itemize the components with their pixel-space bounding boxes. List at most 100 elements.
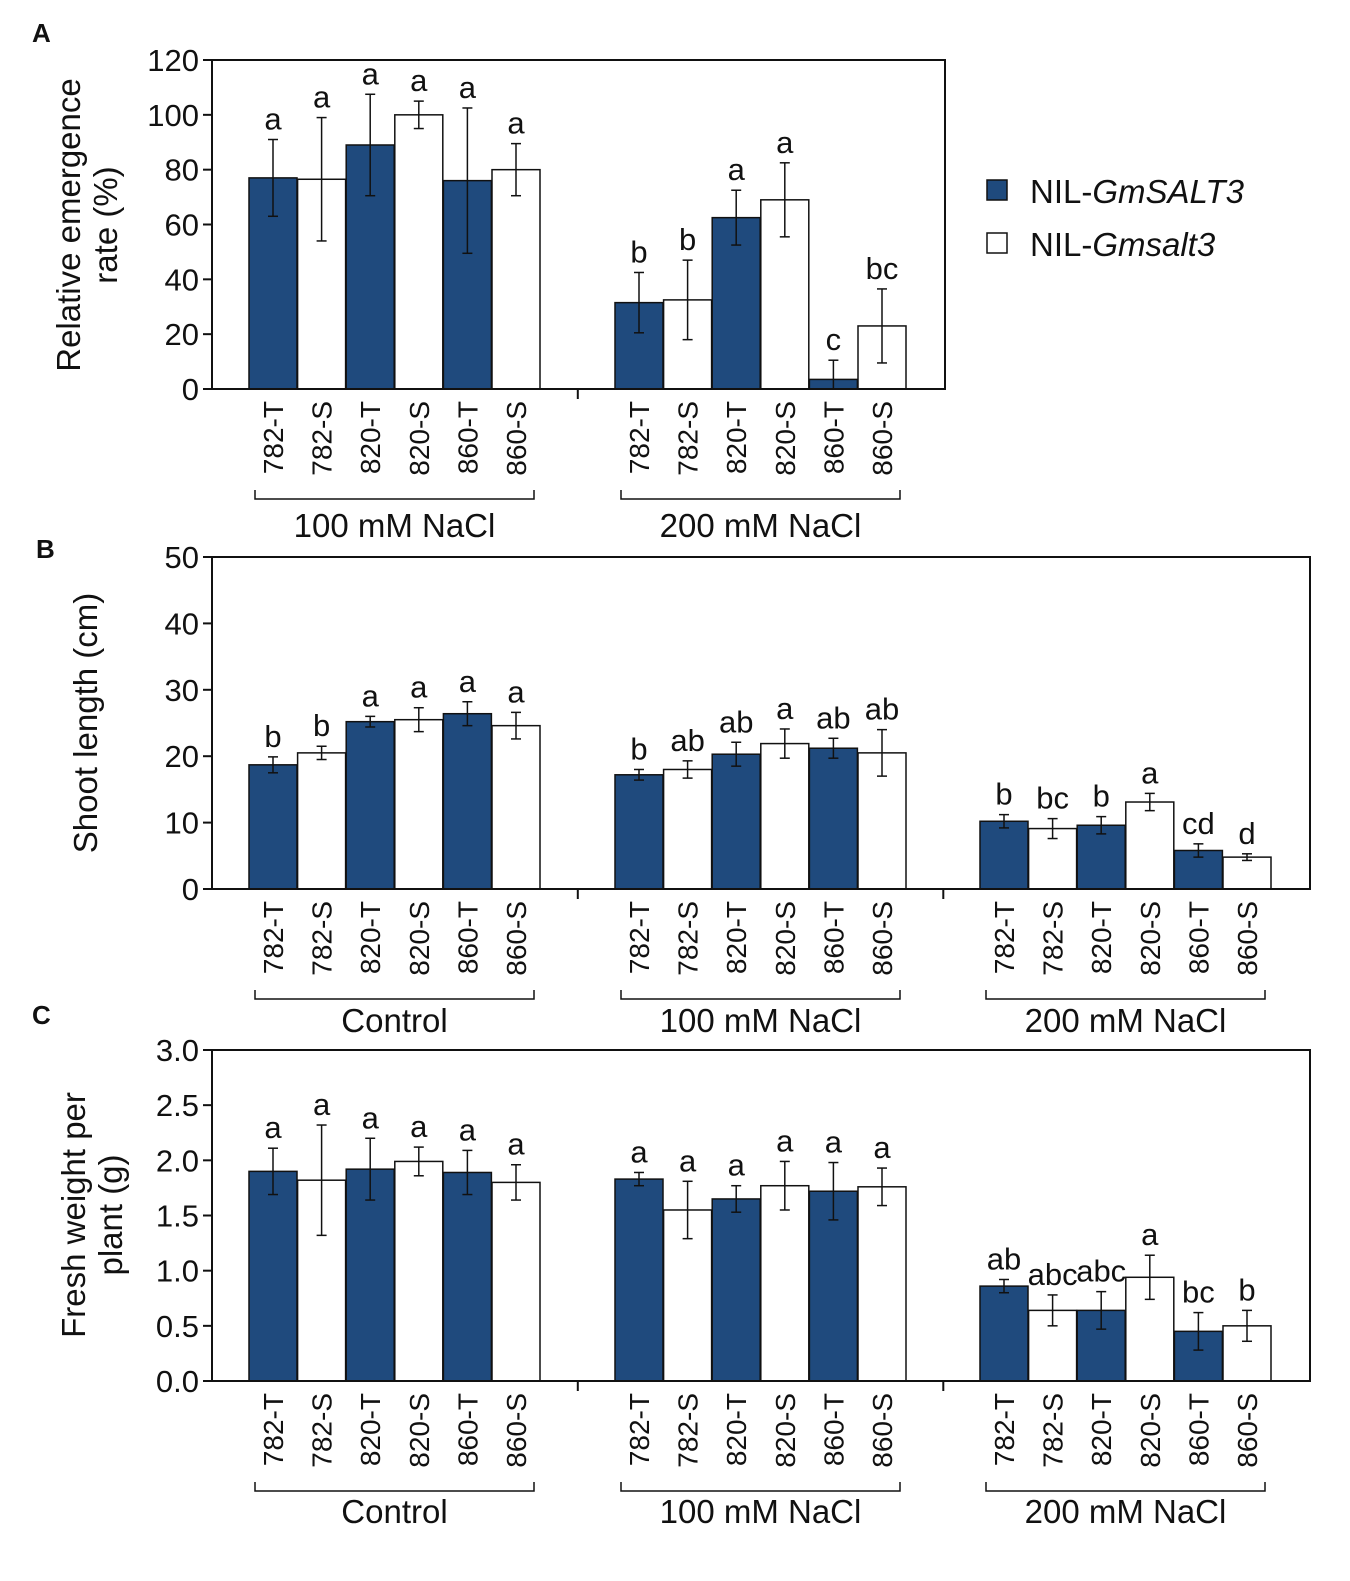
- significance-letter: a: [507, 674, 525, 709]
- significance-letter: b: [630, 234, 647, 269]
- significance-letter: a: [362, 678, 380, 713]
- significance-letter: ab: [816, 700, 850, 735]
- y-tick-label: 0: [182, 372, 199, 407]
- significance-letter: bc: [866, 251, 899, 286]
- y-axis-label: Relative emergence rate (%): [50, 78, 124, 372]
- plot-frame: [211, 59, 946, 390]
- bar: [345, 720, 395, 890]
- significance-letter: a: [728, 152, 746, 187]
- significance-letter: a: [459, 1112, 477, 1147]
- significance-letter: a: [776, 1123, 794, 1158]
- y-tick-label: 120: [147, 43, 199, 78]
- x-tick-label: 782-S: [1038, 1393, 1069, 1468]
- significance-letter: a: [459, 664, 477, 699]
- bar: [394, 718, 444, 890]
- bar: [394, 114, 444, 390]
- significance-letter: ab: [865, 692, 899, 727]
- significance-letter: a: [459, 70, 477, 105]
- group-label: 200 mM NaCl: [1025, 1493, 1227, 1530]
- bar: [491, 168, 541, 390]
- bar-group: a 782-T a 782-S a 820-T a 820-S a 860-T a 860-S Cont…: [248, 1087, 541, 1530]
- legend-label-series1: NIL-GmSALT3: [1030, 173, 1245, 210]
- y-axis-label: Shoot length (cm): [67, 593, 104, 853]
- x-tick-label: 860-T: [452, 1393, 483, 1466]
- significance-letter: a: [873, 1130, 891, 1165]
- x-tick-label: 820-S: [1135, 901, 1166, 976]
- significance-letter: a: [776, 125, 794, 160]
- x-tick-label: 782-T: [624, 901, 655, 974]
- significance-letter: a: [507, 1127, 525, 1162]
- y-tick-label: 80: [165, 153, 199, 188]
- bar: [442, 712, 493, 890]
- x-tick-label: 820-S: [770, 401, 801, 476]
- x-tick-label: 782-S: [673, 401, 704, 476]
- significance-letter: a: [362, 1100, 380, 1135]
- x-tick-label: 860-T: [1183, 901, 1214, 974]
- significance-letter: a: [362, 56, 380, 91]
- y-tick-label: 60: [165, 208, 199, 243]
- bar-group: b 782-T b 782-S a 820-T a 820-S c 860-T bc 860-S200…: [614, 125, 907, 544]
- y-tick-label: 1.5: [156, 1199, 199, 1234]
- plot-frame: [211, 556, 1311, 890]
- group-bracket: [620, 1482, 901, 1492]
- panel-letter: C: [32, 1000, 51, 1030]
- bar: [760, 742, 810, 890]
- bar: [491, 724, 541, 890]
- bar: [979, 820, 1029, 890]
- legend-swatch-series1: [986, 179, 1008, 201]
- significance-letter: a: [630, 1134, 648, 1169]
- group-label: Control: [341, 1002, 447, 1039]
- x-tick-label: 782-T: [989, 901, 1020, 974]
- bar-group: ab 782-T abc 782-S abc 820-T a 820-S bc 860-T b 860…: [979, 1217, 1272, 1530]
- significance-letter: b: [313, 708, 330, 743]
- x-tick-label: 820-T: [355, 401, 386, 474]
- x-tick-label: 782-S: [1038, 901, 1069, 976]
- panel-letter: A: [32, 18, 51, 48]
- x-tick-label: 860-S: [1232, 901, 1263, 976]
- significance-letter: c: [826, 322, 842, 357]
- y-tick-label: 1.0: [156, 1254, 199, 1289]
- bar: [711, 1198, 761, 1382]
- x-tick-label: 860-S: [501, 1393, 532, 1468]
- bar: [808, 1190, 859, 1382]
- x-tick-label: 820-S: [770, 1393, 801, 1468]
- x-tick-label: 820-S: [404, 901, 435, 976]
- significance-letter: ab: [987, 1241, 1021, 1276]
- bar: [1222, 856, 1272, 890]
- group-bracket: [985, 1482, 1266, 1492]
- y-axis-label-line: Fresh weight per: [55, 1092, 92, 1338]
- x-tick-label: 860-S: [867, 1393, 898, 1468]
- group-label: 100 mM NaCl: [660, 1002, 862, 1039]
- x-tick-label: 782-S: [307, 1393, 338, 1468]
- bar: [394, 1160, 444, 1382]
- y-tick-label: 0.5: [156, 1309, 199, 1344]
- x-tick-label: 782-S: [307, 901, 338, 976]
- x-tick-label: 820-T: [1086, 901, 1117, 974]
- x-tick-label: 860-T: [1183, 1393, 1214, 1466]
- significance-letter: bc: [1036, 781, 1069, 816]
- legend-label-series2: NIL-Gmsalt3: [1030, 226, 1216, 263]
- significance-letter: b: [630, 731, 647, 766]
- significance-letter: b: [1093, 779, 1110, 814]
- bar: [662, 768, 713, 890]
- bar-group: b 782-T b 782-S a 820-T a 820-S a 860-T a 860-S Cont…: [248, 664, 541, 1039]
- bar: [979, 1285, 1029, 1382]
- significance-letter: b: [264, 719, 281, 754]
- y-axis-label-line: Relative emergence: [50, 78, 87, 372]
- bar: [614, 774, 664, 890]
- bar: [711, 216, 761, 390]
- group-label: 100 mM NaCl: [294, 507, 496, 544]
- bar: [296, 752, 347, 890]
- x-tick-label: 820-S: [1135, 1393, 1166, 1468]
- significance-letter: a: [776, 691, 794, 726]
- chart-panel-a: A Relative emergence rate (%) 0 20 40 60 80 100 1…: [32, 18, 946, 544]
- y-axis-label: Fresh weight per plant (g): [55, 1092, 129, 1338]
- bar-group: a 782-T a 782-S a 820-T a 820-S a 860-T a 860-S100 …: [248, 56, 541, 544]
- x-tick-label: 860-S: [1232, 1393, 1263, 1468]
- bar: [614, 1178, 664, 1382]
- x-tick-label: 782-T: [258, 901, 289, 974]
- significance-letter: a: [264, 1110, 282, 1145]
- chart-panel-c: C Fresh weight per plant (g) 0.0 0.5 1.0 1.5 2.…: [32, 1000, 1311, 1530]
- group-label: 200 mM NaCl: [1025, 1002, 1227, 1039]
- y-axis-label-line: plant (g): [92, 1154, 129, 1275]
